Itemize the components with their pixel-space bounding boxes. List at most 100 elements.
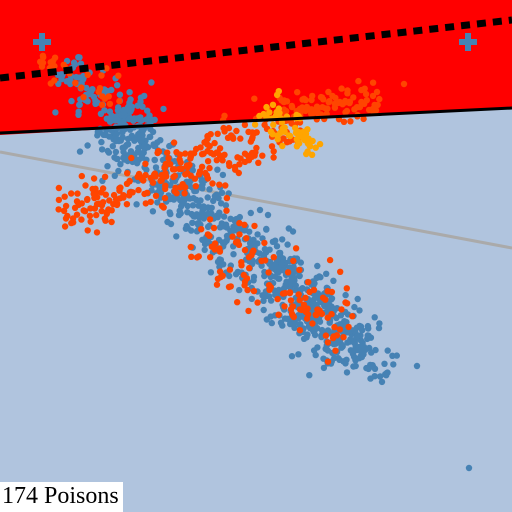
clean-point	[197, 183, 204, 191]
poison-point	[241, 246, 249, 254]
poison-point	[270, 154, 277, 161]
clean-point	[351, 303, 358, 311]
poison-point	[261, 239, 268, 247]
clean-point	[146, 133, 153, 141]
poison-point	[369, 92, 377, 100]
poison-point	[147, 174, 154, 182]
clean-point	[115, 167, 122, 175]
poison-point	[294, 89, 301, 96]
hot-point	[293, 111, 300, 119]
poison-point	[214, 130, 221, 137]
poison-point	[101, 173, 109, 180]
poison-point	[55, 196, 63, 204]
clean-point	[267, 297, 275, 304]
poison-point	[158, 177, 165, 184]
poison-point	[74, 190, 81, 197]
poison-point	[241, 282, 248, 289]
poison-point	[251, 222, 258, 230]
poison-point	[220, 124, 227, 132]
clean-point	[143, 142, 150, 150]
poison-point	[296, 327, 304, 334]
poison-point	[98, 101, 106, 109]
clean-point	[357, 337, 365, 344]
clean-point	[104, 163, 111, 170]
clean-point	[465, 464, 473, 472]
poison-point	[91, 205, 99, 212]
poison-point	[306, 106, 313, 113]
poison-point	[331, 323, 338, 331]
clean-point	[89, 86, 96, 93]
poison-point	[167, 161, 174, 168]
clean-point	[364, 332, 371, 339]
poison-point	[206, 164, 213, 172]
clean-point	[201, 246, 208, 254]
poison-point	[40, 54, 47, 61]
poison-point	[329, 92, 336, 100]
poison-point	[108, 207, 115, 214]
poison-point	[296, 266, 303, 274]
poison-point	[322, 332, 330, 339]
poison-point	[238, 262, 245, 269]
poison-point	[93, 211, 100, 219]
poison-point	[62, 215, 70, 222]
clean-point	[277, 319, 285, 326]
poison-point	[300, 301, 308, 308]
poison-point	[283, 139, 291, 146]
clean-point	[167, 220, 175, 228]
clean-point	[117, 137, 125, 144]
poison-point	[87, 218, 94, 225]
poison-point	[192, 183, 199, 190]
clean-point	[295, 351, 302, 358]
clean-point	[299, 285, 306, 292]
poison-point	[116, 97, 123, 105]
poison-point	[208, 243, 216, 250]
clean-point	[264, 211, 272, 219]
poison-point	[84, 71, 91, 79]
poison-point	[223, 194, 231, 202]
clean-point	[360, 343, 368, 351]
hot-point	[281, 124, 288, 131]
poison-point	[128, 154, 135, 162]
poison-point	[223, 207, 230, 214]
poison-point	[241, 150, 249, 157]
hot-point	[279, 142, 286, 150]
poison-point	[338, 306, 345, 313]
clean-point	[345, 329, 352, 336]
hot-point	[267, 128, 275, 135]
clean-point	[207, 269, 215, 276]
clean-point	[343, 356, 350, 363]
poison-point	[295, 291, 302, 298]
clean-point	[100, 131, 107, 138]
clean-point	[67, 77, 74, 84]
poison-point	[142, 200, 149, 207]
clean-point	[144, 107, 151, 114]
poison-point	[216, 152, 224, 159]
hot-point	[275, 88, 282, 95]
clean-point	[166, 209, 173, 216]
hot-point	[312, 144, 319, 151]
poison-point	[204, 158, 212, 165]
clean-point	[262, 293, 269, 300]
clean-point	[246, 228, 253, 235]
poison-point	[246, 264, 253, 272]
clean-point	[204, 194, 211, 201]
poison-point	[210, 224, 218, 232]
poison-point	[171, 166, 178, 173]
poison-point	[306, 288, 313, 296]
clean-point	[371, 314, 378, 321]
poison-point	[176, 151, 184, 158]
decision-boundary	[0, 106, 512, 135]
clean-point	[68, 97, 75, 105]
poison-point	[179, 181, 186, 188]
target-markers	[33, 33, 477, 51]
clean-point	[175, 211, 183, 219]
poison-point	[243, 275, 251, 282]
clean-point	[120, 118, 127, 125]
clean-point	[277, 249, 284, 257]
hot-point	[269, 101, 277, 109]
clean-point	[76, 101, 83, 109]
clean-point	[199, 209, 206, 216]
poison-point	[206, 232, 213, 239]
